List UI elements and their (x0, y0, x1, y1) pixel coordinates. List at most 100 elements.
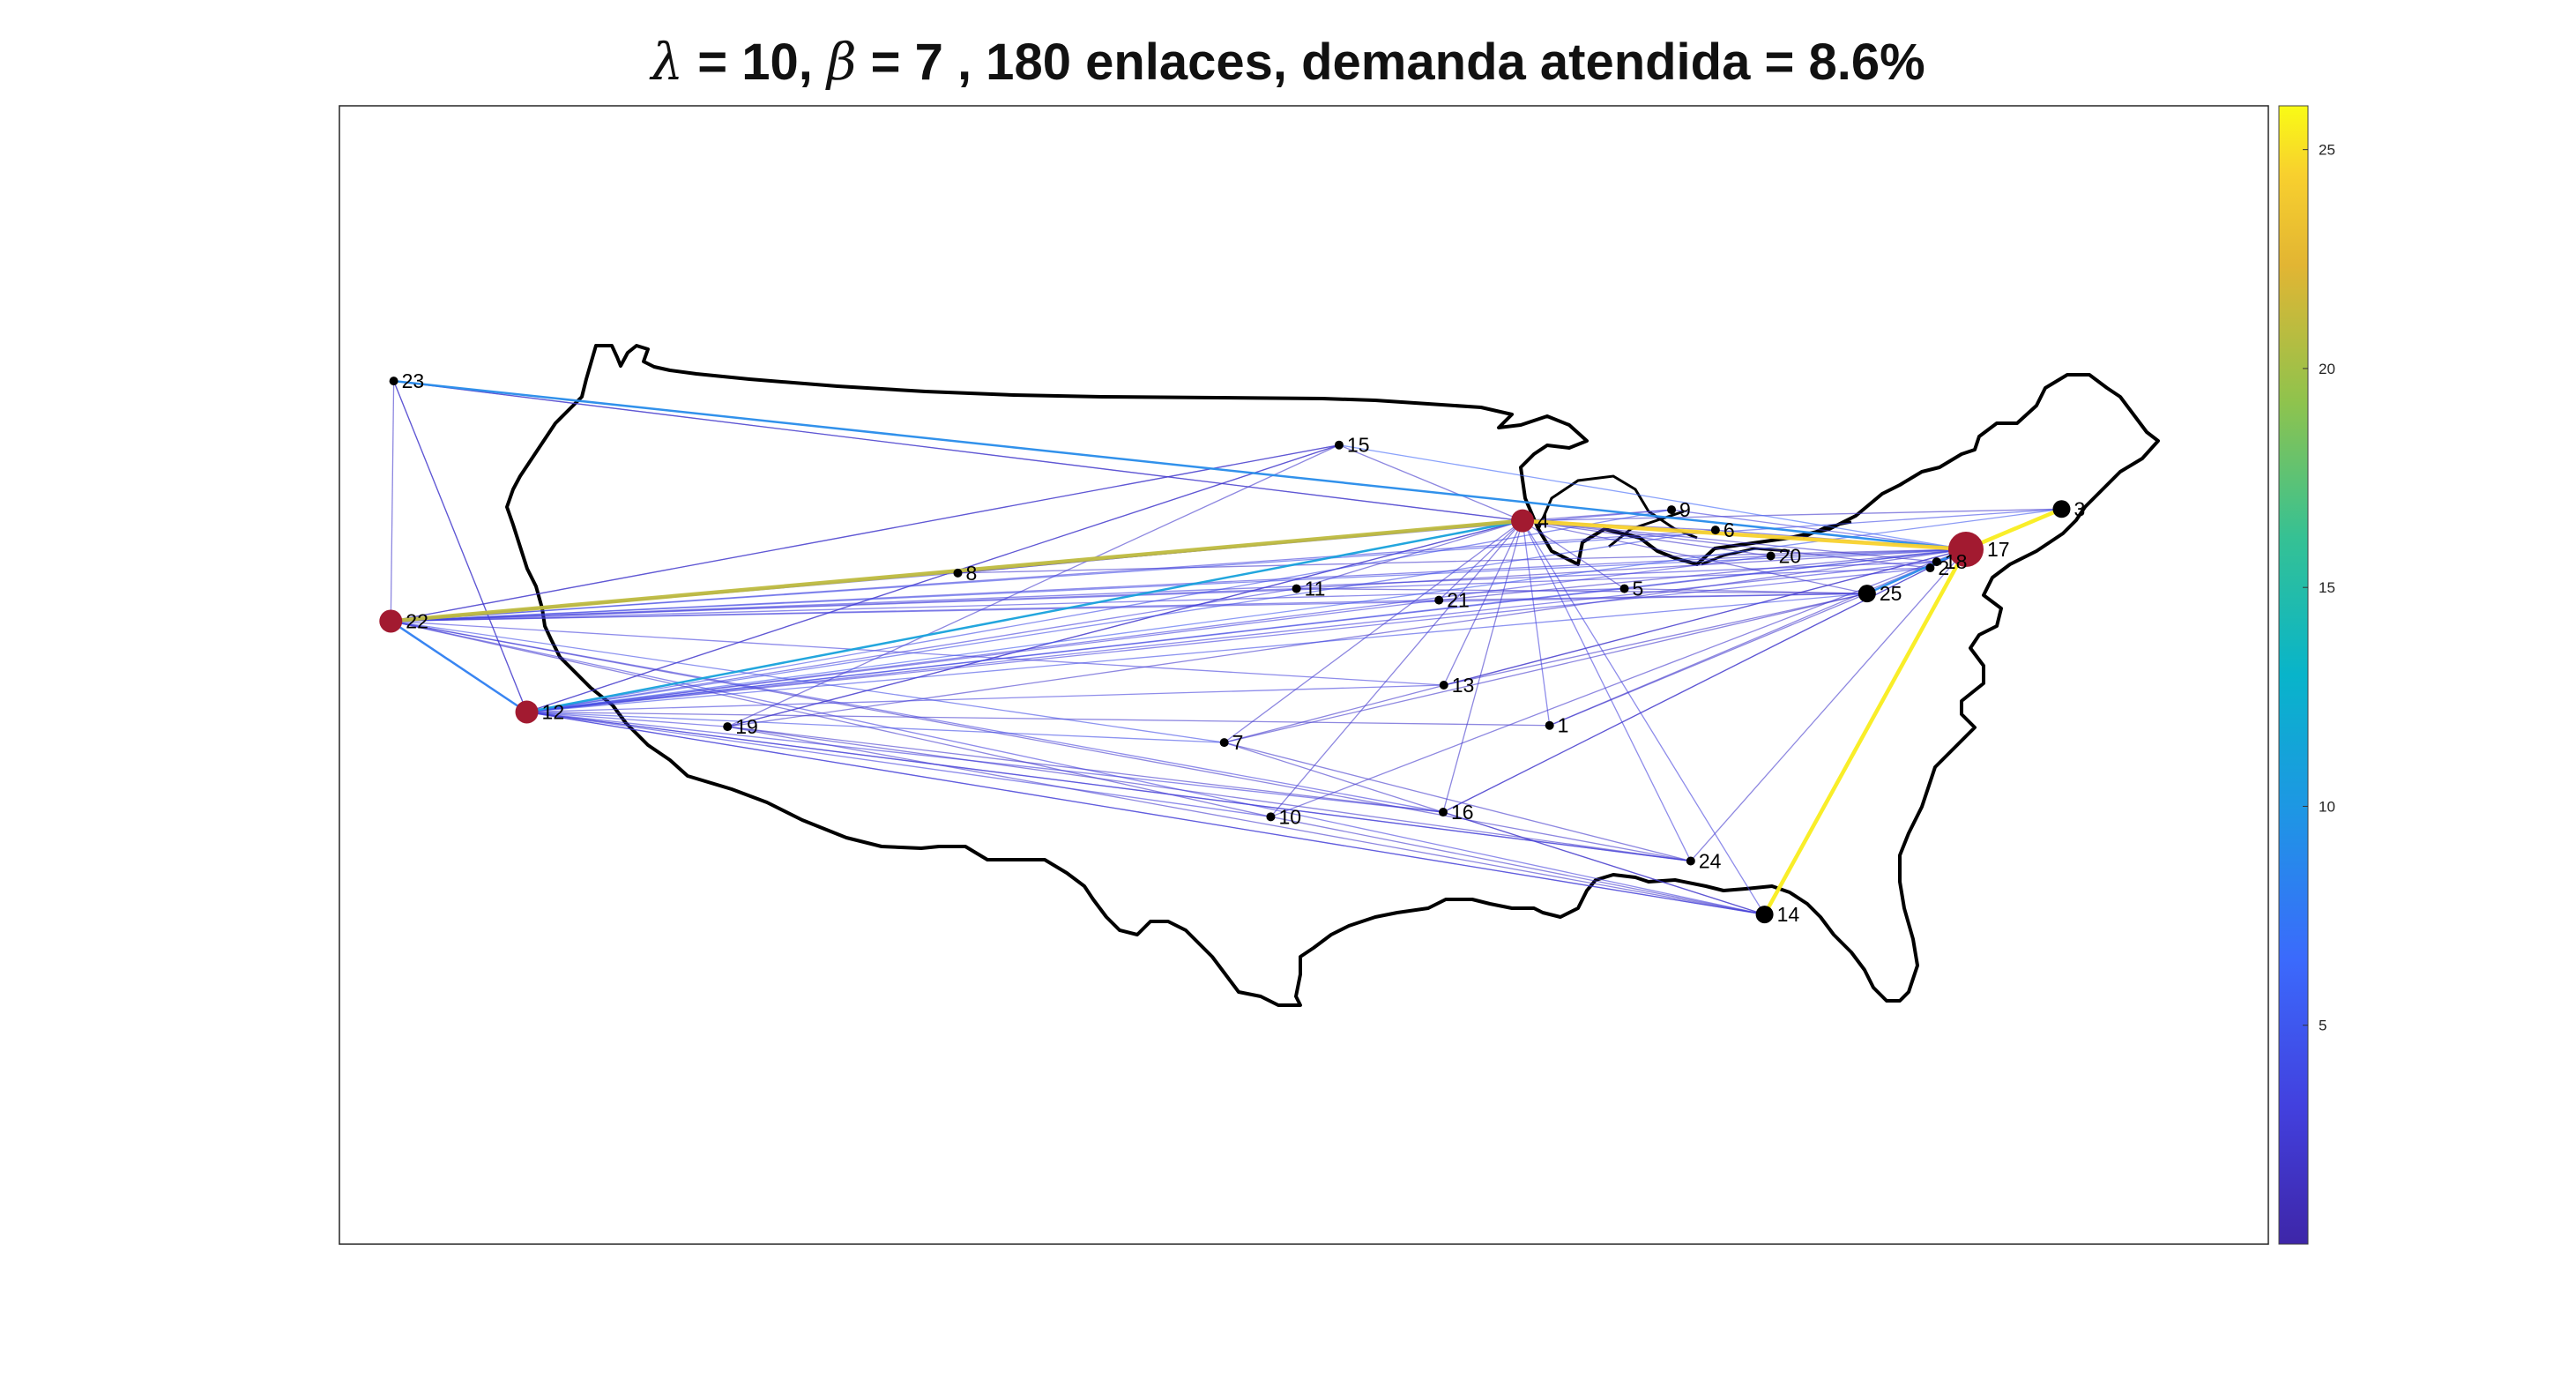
node-2-marker (1925, 563, 1935, 573)
link-8-17 (957, 548, 1967, 574)
link-22-10 (391, 620, 1271, 817)
link-24-7 (1224, 742, 1691, 862)
node-10-marker (1266, 812, 1276, 822)
link-17-25 (1866, 548, 1967, 595)
link-12-19 (526, 711, 728, 727)
node-7-label: 7 (1232, 731, 1244, 754)
link-17-4 (1522, 518, 1967, 552)
link-12-7 (526, 711, 1225, 743)
node-3-label: 3 (2073, 497, 2085, 520)
link-22-12 (390, 620, 528, 713)
node-5-marker (1619, 584, 1629, 593)
node-4-label: 4 (1537, 510, 1549, 533)
node-10-label: 10 (1278, 805, 1301, 828)
node-5-label: 5 (1633, 578, 1644, 600)
node-15-marker (1334, 440, 1344, 450)
node-17-label: 17 (1987, 538, 2010, 561)
node-7-marker (1219, 738, 1229, 748)
node-15-label: 15 (1347, 434, 1370, 457)
link-12-2 (526, 567, 1931, 713)
link-22-14 (391, 620, 1765, 915)
node-22-label: 22 (406, 609, 428, 632)
link-22-21 (391, 599, 1440, 623)
link-12-20 (526, 555, 1771, 713)
node-23-marker (389, 377, 398, 386)
node-19-label: 19 (735, 715, 758, 738)
link-11-25 (1296, 587, 1867, 594)
link-17-9 (1671, 509, 1967, 550)
link-22-18 (391, 561, 1937, 623)
colorbar-ticks: 5 10 15 20 25 (2303, 142, 2335, 1034)
node-24-marker (1686, 856, 1695, 866)
colorbar-tick-label-15: 15 (2319, 579, 2335, 596)
link-4-7 (1224, 520, 1523, 743)
link-12-4 (526, 519, 1523, 713)
link-12-6 (526, 529, 1716, 713)
link-17-15 (1338, 444, 1967, 550)
link-12-9 (526, 509, 1672, 713)
node-18-marker (1932, 557, 1941, 567)
link-5-25 (1624, 587, 1867, 594)
link-12-16 (526, 711, 1444, 813)
link-23-12 (393, 380, 528, 712)
link-7-25 (1224, 593, 1867, 743)
node-1-label: 1 (1558, 714, 1569, 737)
node-22-marker (379, 609, 403, 633)
node-12-marker (515, 700, 539, 724)
link-22-7 (391, 620, 1225, 743)
link-23-4 (393, 380, 1523, 522)
link-12-11 (526, 587, 1297, 713)
link-14-19 (727, 726, 1765, 915)
node-1-marker (1545, 720, 1554, 730)
link-4-13 (1443, 520, 1523, 686)
node-18-label: 18 (1945, 550, 1968, 573)
node-20-marker (1766, 551, 1776, 561)
node-21-marker (1434, 595, 1444, 605)
node-13-label: 13 (1452, 674, 1475, 697)
node-12-label: 12 (542, 700, 565, 723)
link-12-14 (526, 711, 1765, 915)
link-22-23 (390, 381, 395, 622)
node-24-label: 24 (1699, 849, 1722, 872)
link-17-24 (1690, 548, 1967, 861)
link-12-10 (526, 711, 1271, 817)
link-19-4 (727, 519, 1523, 727)
node-6-label: 6 (1724, 518, 1735, 541)
link-23-17 (393, 379, 1967, 551)
node-16-label: 16 (1451, 801, 1474, 824)
node-3-marker (2052, 500, 2071, 518)
link-12-17 (526, 548, 1967, 713)
link-14-7 (1224, 742, 1765, 915)
chart-title: λ = 10, β = 7 , 180 enlaces, demanda ate… (0, 32, 2576, 92)
link-24-19 (727, 726, 1691, 862)
link-4-16 (1442, 520, 1523, 813)
link-1-25 (1549, 593, 1868, 727)
link-19-17 (727, 548, 1967, 727)
node-layer: 1234567891011121314151617181920212223242… (379, 369, 2085, 926)
great-lakes-outline (1537, 474, 1852, 566)
colorbar-tick-label-25: 25 (2319, 142, 2335, 159)
link-22-13 (391, 620, 1444, 686)
node-17-marker (1948, 532, 1984, 567)
link-22-17 (391, 548, 1967, 623)
link-14-10 (1270, 816, 1765, 915)
colorbar-tick-label-5: 5 (2319, 1018, 2327, 1034)
link-layer (390, 379, 2063, 916)
link-12-25 (526, 593, 1867, 713)
colorbar-tick-label-10: 10 (2319, 798, 2335, 815)
node-19-marker (723, 722, 733, 732)
link-17-14 (1762, 548, 1968, 916)
node-14-marker (1755, 906, 1774, 924)
beta-symbol: β (826, 32, 857, 92)
node-4-marker (1511, 509, 1535, 533)
link-22-24 (391, 620, 1691, 862)
node-25-label: 25 (1880, 582, 1902, 605)
link-12-18 (526, 561, 1937, 713)
node-11-marker (1292, 584, 1301, 593)
node-23-label: 23 (402, 369, 425, 392)
link-15-12 (526, 444, 1340, 713)
node-13-marker (1439, 681, 1448, 690)
node-14-label: 14 (1777, 903, 1800, 926)
link-22-16 (391, 620, 1444, 813)
